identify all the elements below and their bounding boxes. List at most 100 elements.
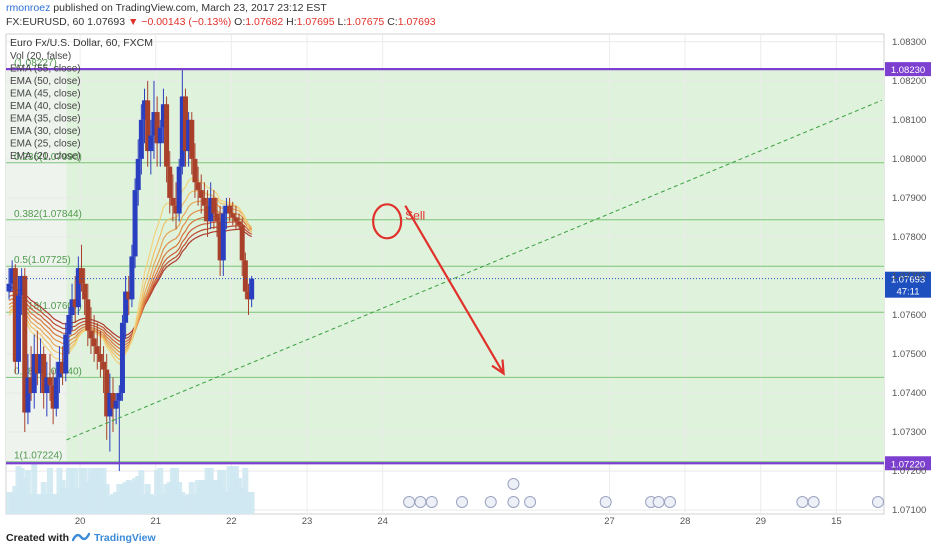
created-with-text: Created with [6, 532, 70, 544]
fib-zone-shading [6, 69, 884, 462]
volume-bar [176, 482, 183, 514]
low-value: 1.07675 [346, 16, 385, 28]
tradingview-brand[interactable]: TradingView [94, 532, 156, 544]
candle-body [123, 291, 129, 323]
chart-title: Euro Fx/U.S. Dollar, 60, FXCM [10, 37, 153, 49]
economic-event-icon [599, 496, 612, 508]
candle-body [242, 260, 248, 292]
candle-body [113, 400, 119, 409]
economic-event-icon [871, 496, 884, 508]
low-label: L: [337, 16, 347, 28]
candle-body [41, 354, 47, 394]
fib-level-label: 1(1.07224) [14, 451, 62, 462]
candle-body [119, 322, 125, 394]
candle-body [182, 96, 188, 152]
price-chart[interactable]: (1.08227) 0.236(1.07990) 0.382(1.07844) 0.5… [0, 30, 932, 524]
candle-body [145, 100, 151, 152]
candle-body [208, 197, 214, 222]
x-tick-label: 29 [755, 516, 766, 524]
y-tick-label: 1.08000 [892, 154, 926, 165]
y-tick-label: 1.07700 [892, 271, 926, 282]
y-tick-label: 1.07500 [892, 349, 926, 360]
candle-body [104, 369, 110, 417]
x-tick-label: 24 [377, 516, 388, 524]
economic-event-icon [652, 496, 665, 508]
candle-body [186, 119, 192, 152]
volume-bar [166, 482, 173, 514]
y-tick-label: 1.08200 [892, 76, 926, 87]
candle-body [179, 96, 185, 167]
economic-event-icon [414, 496, 427, 508]
price-tag-label: 1.07220 [891, 459, 925, 470]
volume-bar [31, 464, 38, 514]
y-tick-label: 1.07300 [892, 427, 926, 438]
volume-bar [188, 482, 195, 514]
indicator-label: EMA (50, close) [10, 76, 81, 87]
candle-body [164, 104, 170, 167]
volume-bar [106, 496, 113, 514]
volume-bar [223, 492, 230, 514]
volume-bar [232, 466, 239, 514]
volume-bar [69, 468, 76, 514]
candle-body [75, 268, 81, 308]
x-tick-label: 23 [302, 516, 313, 524]
high-label: H: [286, 16, 297, 28]
candle-body [223, 205, 229, 214]
candle-body [227, 205, 233, 214]
candle-body [239, 225, 245, 261]
volume-bar [72, 468, 79, 514]
price-tag [885, 456, 931, 471]
last-value: 1.07693 [87, 16, 126, 28]
volume-bar [204, 468, 211, 514]
economic-event-icon [403, 496, 416, 508]
economic-event-icon [796, 496, 809, 508]
economic-event-icon [484, 496, 497, 508]
volume-bar [87, 468, 94, 514]
volume-bar [207, 468, 214, 514]
volume-bar [65, 468, 72, 514]
economic-event-icon [507, 496, 520, 508]
x-tick-label: 22 [226, 516, 237, 524]
last-price-label: 1.07693 [891, 275, 925, 286]
trend-line [66, 99, 882, 441]
down-arrow-icon: ▼ [128, 16, 139, 28]
volume-bar [150, 496, 157, 514]
volume-bar [21, 478, 28, 514]
volume-bar [37, 494, 44, 514]
volume-bar [56, 468, 63, 514]
quote-line: FX:EURUSD, 60 1.07693 ▼ −0.00143 (−0.13%… [6, 16, 436, 28]
tradingview-logo-icon [72, 532, 90, 542]
author-link[interactable]: rmonroez [6, 2, 51, 14]
candle-body [15, 295, 21, 362]
candle-body [176, 166, 182, 214]
candle-body [78, 268, 84, 284]
footer: Created with TradingView [0, 524, 932, 550]
economic-event-icon [807, 496, 820, 508]
volume-bar [94, 468, 101, 514]
candle-body [249, 278, 255, 300]
volume-bar [18, 468, 25, 514]
volume-bar [128, 482, 135, 514]
economic-event-icon [425, 496, 438, 508]
candle-body [31, 354, 37, 394]
volume-bar [59, 480, 66, 514]
candle-body [85, 299, 91, 331]
open-label: O: [234, 16, 246, 28]
candle-body [94, 346, 100, 354]
candle-body [63, 334, 69, 374]
sell-circle [372, 203, 403, 240]
ema-55-line [8, 228, 252, 339]
volume-bar [173, 468, 180, 514]
ema-45-line [8, 221, 253, 346]
chart-header: rmonroez published on TradingView.com, M… [0, 0, 932, 30]
candle-body [195, 182, 201, 191]
volume-bar [154, 470, 161, 514]
y-tick-label: 1.07200 [892, 466, 926, 477]
volume-bar [84, 482, 91, 514]
candle-body [167, 166, 173, 198]
volume-bar [201, 480, 208, 514]
volume-bar [169, 468, 176, 514]
volume-bar [141, 494, 148, 514]
volume-bar [9, 492, 16, 514]
published-text: published on TradingView.com, March 23, … [53, 2, 327, 14]
